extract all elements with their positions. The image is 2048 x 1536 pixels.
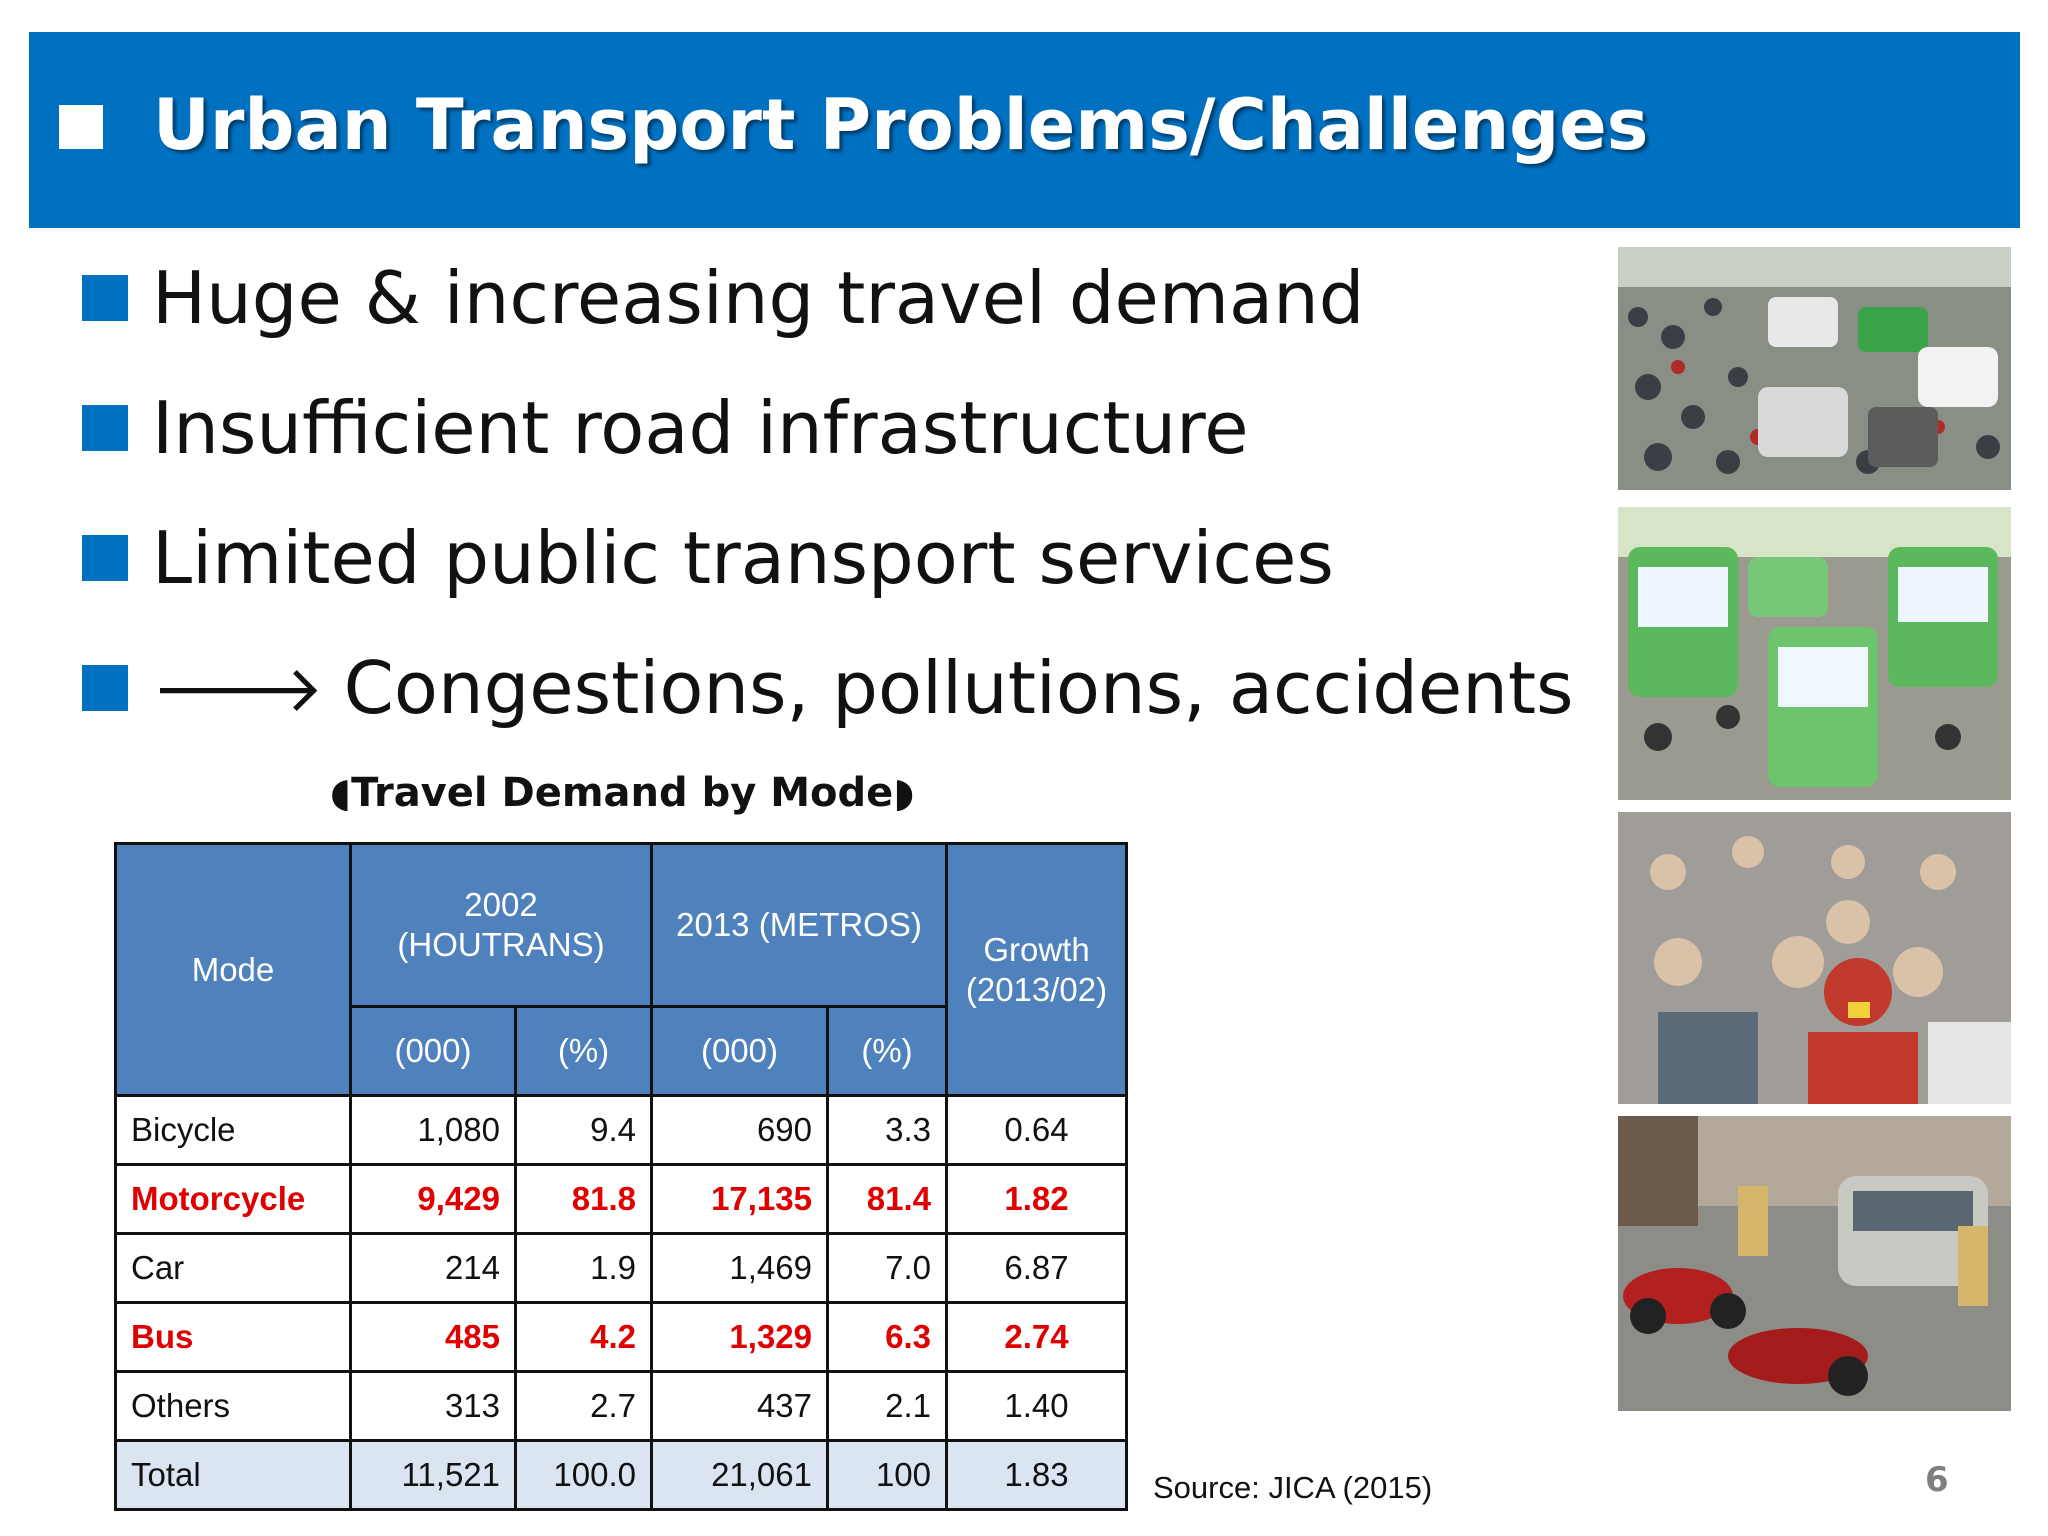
title-bullet-square-icon — [59, 105, 103, 149]
header-2002-percent: (%) — [514, 1005, 653, 1097]
cell-growth: 0.64 — [945, 1094, 1128, 1166]
cell-2002-thousands: 485 — [349, 1301, 517, 1373]
table-row: Others 313 2.7 437 2.1 1.40 — [114, 1370, 1128, 1442]
cell-2013-thousands: 1,329 — [650, 1301, 829, 1373]
table-row-highlighted: Motorcycle 9,429 81.8 17,135 81.4 1.82 — [114, 1163, 1128, 1235]
cell-mode: Total — [114, 1439, 352, 1511]
cell-2013-thousands: 1,469 — [650, 1232, 829, 1304]
cell-2013-percent: 6.3 — [826, 1301, 948, 1373]
bullet-square-icon — [82, 275, 128, 321]
bullet-text: Insufficient road infrastructure — [152, 386, 1249, 470]
cell-2002-percent: 81.8 — [514, 1163, 653, 1235]
bullet-item: Huge & increasing travel demand — [82, 238, 1364, 358]
bullet-square-icon — [82, 535, 128, 581]
table-caption: ◖Travel Demand by Mode◗ — [330, 770, 915, 816]
header-2013-thousands: (000) — [650, 1005, 829, 1097]
cell-2013-percent: 7.0 — [826, 1232, 948, 1304]
cell-2002-percent: 4.2 — [514, 1301, 653, 1373]
bullet-text: Huge & increasing travel demand — [152, 256, 1365, 340]
travel-demand-table: Mode 2002 (HOUTRANS) 2013 (METROS) Growt… — [114, 842, 1128, 1511]
cell-growth: 6.87 — [945, 1232, 1128, 1304]
header-2002: 2002 (HOUTRANS) — [349, 842, 653, 1008]
header-2013-percent: (%) — [826, 1005, 948, 1097]
cell-2002-thousands: 9,429 — [349, 1163, 517, 1235]
bullet-text: Limited public transport services — [152, 516, 1334, 600]
source-note: Source: JICA (2015) — [1153, 1470, 1433, 1505]
table-row-total: Total 11,521 100.0 21,061 100 1.83 — [114, 1439, 1128, 1511]
motorbike-riders-photo — [1618, 812, 2011, 1104]
traffic-congestion-photo — [1618, 247, 2011, 490]
cell-growth: 1.83 — [945, 1439, 1128, 1511]
header-growth: Growth (2013/02) — [945, 842, 1128, 1097]
cell-mode: Motorcycle — [114, 1163, 352, 1235]
cell-2013-thousands: 690 — [650, 1094, 829, 1166]
table-row: Car 214 1.9 1,469 7.0 6.87 — [114, 1232, 1128, 1304]
buses-photo — [1618, 507, 2011, 800]
cell-2013-percent: 100 — [826, 1439, 948, 1511]
page-number: 6 — [1925, 1460, 1949, 1500]
cell-mode: Bicycle — [114, 1094, 352, 1166]
header-mode: Mode — [114, 842, 352, 1097]
bullet-square-icon — [82, 665, 128, 711]
table-subheader-row: (000) (%) (000) (%) — [116, 1005, 1127, 1097]
cell-2013-percent: 2.1 — [826, 1370, 948, 1442]
cell-2002-percent: 9.4 — [514, 1094, 653, 1166]
cell-growth: 2.74 — [945, 1301, 1128, 1373]
table-row-highlighted: Bus 485 4.2 1,329 6.3 2.74 — [114, 1301, 1128, 1373]
header-2002-thousands: (000) — [349, 1005, 517, 1097]
cell-2002-percent: 100.0 — [514, 1439, 653, 1511]
bullet-square-icon — [82, 405, 128, 451]
bullet-item: Insufficient road infrastructure — [82, 368, 1249, 488]
bullet-item: 🡒 Congestions, pollutions, accidents — [82, 628, 1574, 748]
cell-2013-thousands: 21,061 — [650, 1439, 829, 1511]
cell-2002-percent: 1.9 — [514, 1232, 653, 1304]
bullet-text: Congestions, pollutions, accidents — [343, 646, 1574, 730]
table-row: Bicycle 1,080 9.4 690 3.3 0.64 — [114, 1094, 1128, 1166]
bullet-item: Limited public transport services — [82, 498, 1334, 618]
cell-2002-thousands: 11,521 — [349, 1439, 517, 1511]
road-accident-photo — [1618, 1116, 2011, 1411]
header-2013: 2013 (METROS) — [650, 842, 948, 1008]
table-header-row: Mode 2002 (HOUTRANS) 2013 (METROS) Growt… — [114, 842, 1128, 1097]
cell-mode: Others — [114, 1370, 352, 1442]
cell-2002-thousands: 313 — [349, 1370, 517, 1442]
cell-2013-percent: 3.3 — [826, 1094, 948, 1166]
right-arrow-icon: 🡒 — [152, 652, 324, 727]
cell-2002-percent: 2.7 — [514, 1370, 653, 1442]
cell-growth: 1.82 — [945, 1163, 1128, 1235]
cell-2002-thousands: 1,080 — [349, 1094, 517, 1166]
cell-mode: Bus — [114, 1301, 352, 1373]
cell-growth: 1.40 — [945, 1370, 1128, 1442]
cell-2013-thousands: 437 — [650, 1370, 829, 1442]
title-banner — [29, 32, 2020, 228]
cell-2013-percent: 81.4 — [826, 1163, 948, 1235]
cell-2013-thousands: 17,135 — [650, 1163, 829, 1235]
cell-mode: Car — [114, 1232, 352, 1304]
slide-title: Urban Transport Problems/Challenges — [153, 84, 1649, 166]
cell-2002-thousands: 214 — [349, 1232, 517, 1304]
